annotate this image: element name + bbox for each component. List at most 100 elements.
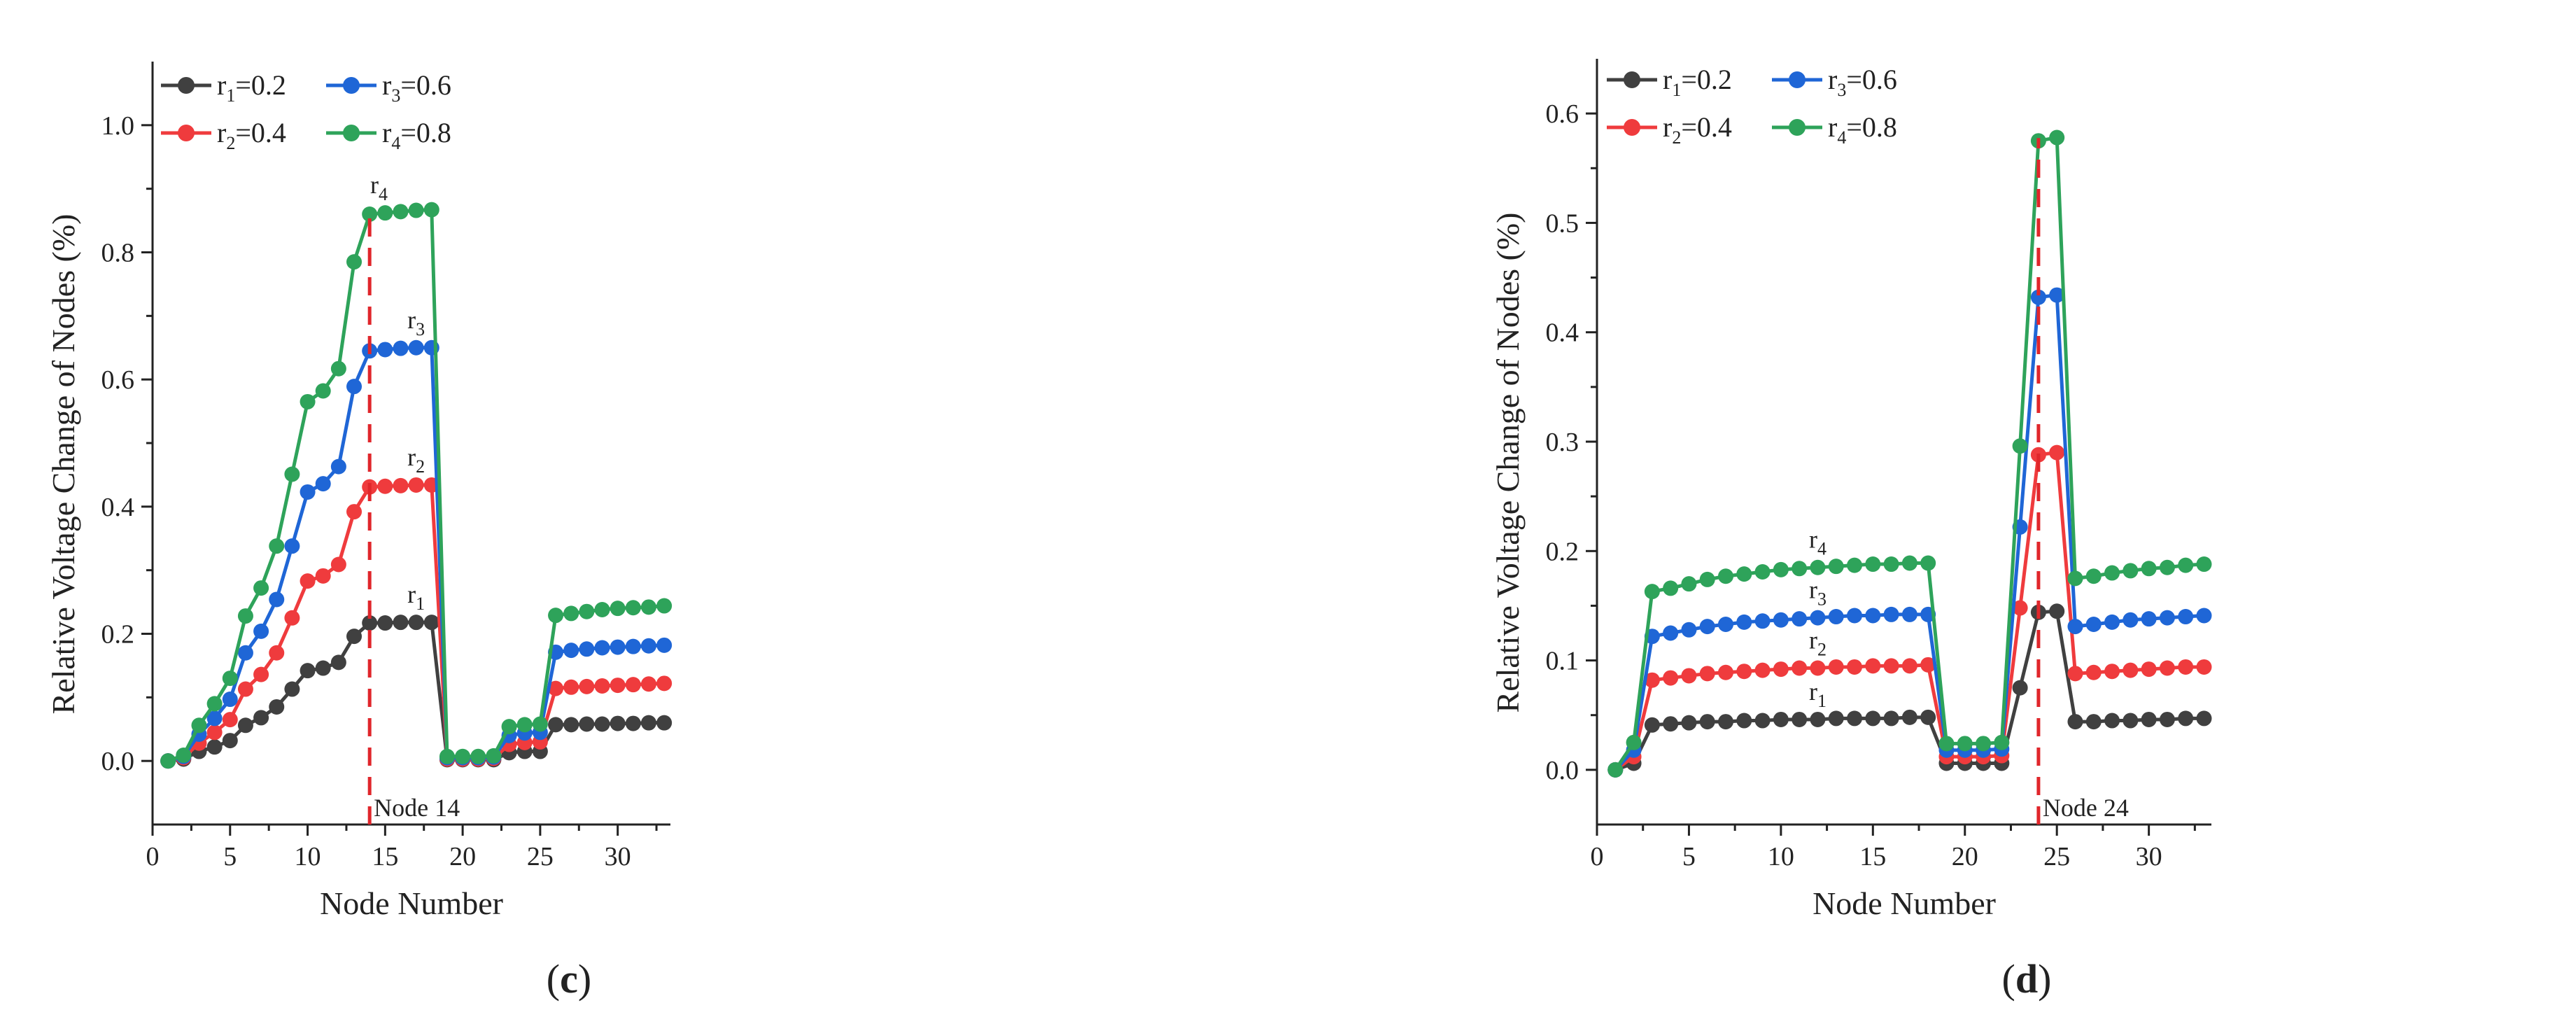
legend-label-value: =0.2 [235, 69, 286, 101]
legend-label: r1=0.2 [1663, 64, 1732, 100]
series-label-r4: r4 [1809, 526, 1827, 559]
data-point [377, 342, 393, 358]
data-point [610, 601, 626, 617]
legend-swatch-marker [1789, 71, 1806, 88]
data-point [1699, 714, 1715, 730]
series-line-r3 [1614, 293, 2204, 771]
legend-label-sub: 3 [1837, 80, 1846, 100]
data-point [1957, 736, 1973, 752]
data-point [625, 638, 641, 654]
data-point [579, 603, 595, 619]
data-point [640, 676, 656, 692]
data-point [579, 641, 595, 657]
data-point [2049, 287, 2065, 303]
legend-label: r4=0.8 [1828, 111, 1897, 148]
data-point [439, 748, 455, 764]
data-point [2178, 609, 2194, 625]
data-point [377, 478, 393, 494]
data-point [501, 719, 517, 735]
legend-item-r3: r3=0.6 [326, 69, 451, 106]
data-point [1901, 555, 1917, 571]
legend-label: r2=0.4 [1663, 111, 1732, 148]
series-r3 [1607, 287, 2212, 778]
data-point [408, 202, 424, 218]
legend-label-value: =0.4 [235, 117, 286, 148]
data-point [2012, 680, 2028, 696]
panel-label-close: ) [578, 956, 591, 1002]
data-point [315, 476, 331, 492]
data-point [625, 715, 641, 731]
data-point [300, 393, 316, 409]
y-tick-label: 0.6 [101, 365, 135, 395]
data-point [1699, 666, 1715, 682]
data-point [1883, 710, 1899, 727]
x-tick-label: 5 [1682, 842, 1696, 871]
legend-swatch-marker [343, 77, 360, 94]
data-point [2067, 714, 2083, 730]
data-point [423, 615, 439, 631]
legend-label-sub: 1 [226, 85, 235, 106]
data-point [330, 360, 346, 377]
data-point [2104, 565, 2120, 581]
data-point [1792, 711, 1808, 727]
series-label-base: r [370, 171, 379, 199]
legend-label-base: r [1663, 111, 1672, 143]
data-point [346, 379, 363, 395]
data-point [2085, 568, 2102, 584]
data-point [1810, 559, 1826, 575]
series-label-base: r [407, 580, 416, 608]
data-point [656, 598, 673, 614]
data-point [269, 538, 285, 554]
data-point [1718, 714, 1734, 730]
data-point [1847, 710, 1863, 727]
x-tick-label: 20 [1952, 842, 1978, 871]
series-label-sub: 3 [416, 319, 425, 339]
data-point [563, 679, 579, 695]
data-point [1847, 659, 1863, 675]
data-point [1607, 762, 1624, 778]
data-point [330, 556, 346, 573]
node-marker-label: Node 14 [374, 794, 460, 822]
legend-item-r1: r1=0.2 [161, 69, 286, 106]
data-point [253, 666, 269, 682]
data-point [1754, 613, 1771, 629]
data-point [237, 681, 253, 697]
data-point [1883, 658, 1899, 674]
data-point [1773, 561, 1789, 577]
legend-label-value: =0.8 [1846, 111, 1897, 143]
data-point [548, 608, 564, 624]
data-point [2178, 659, 2194, 675]
data-point [2141, 611, 2157, 627]
legend-label: r2=0.4 [217, 117, 286, 153]
series-label-base: r [1809, 678, 1817, 706]
data-point [579, 678, 595, 694]
data-point [1865, 556, 1881, 573]
data-point [2196, 710, 2212, 727]
legend-label-sub: 4 [1837, 127, 1846, 148]
legend-label-sub: 2 [1672, 127, 1681, 148]
data-point [1773, 612, 1789, 628]
series-label-sub: 4 [379, 184, 388, 204]
data-point [1792, 561, 1808, 577]
legend-label: r3=0.6 [382, 69, 451, 106]
data-point [222, 692, 238, 708]
data-point [1847, 608, 1863, 624]
data-point [1920, 555, 1936, 571]
data-point [423, 202, 439, 218]
data-point [206, 724, 223, 741]
data-point [1626, 734, 1642, 750]
data-point [1773, 711, 1789, 727]
data-point [1847, 557, 1863, 573]
data-point [1828, 559, 1844, 575]
data-point [656, 715, 673, 731]
data-point [300, 573, 316, 589]
data-point [1681, 668, 1697, 684]
y-tick-label: 0.0 [101, 747, 135, 776]
data-point [1644, 584, 1660, 600]
chart-d: 0 5 10 15 20 25 30 0.0 0.1 0.2 0.3 0.4 0.5 0.6 Node Nu… [1490, 59, 2212, 1002]
x-tick-label: 0 [1591, 842, 1604, 871]
series-r1 [160, 615, 673, 769]
chart-c: 0 5 10 15 20 25 30 0.0 0.2 0.4 0.6 0.8 1.0 Node Numbe… [45, 62, 673, 1002]
data-point [315, 568, 331, 584]
data-point [2104, 664, 2120, 680]
